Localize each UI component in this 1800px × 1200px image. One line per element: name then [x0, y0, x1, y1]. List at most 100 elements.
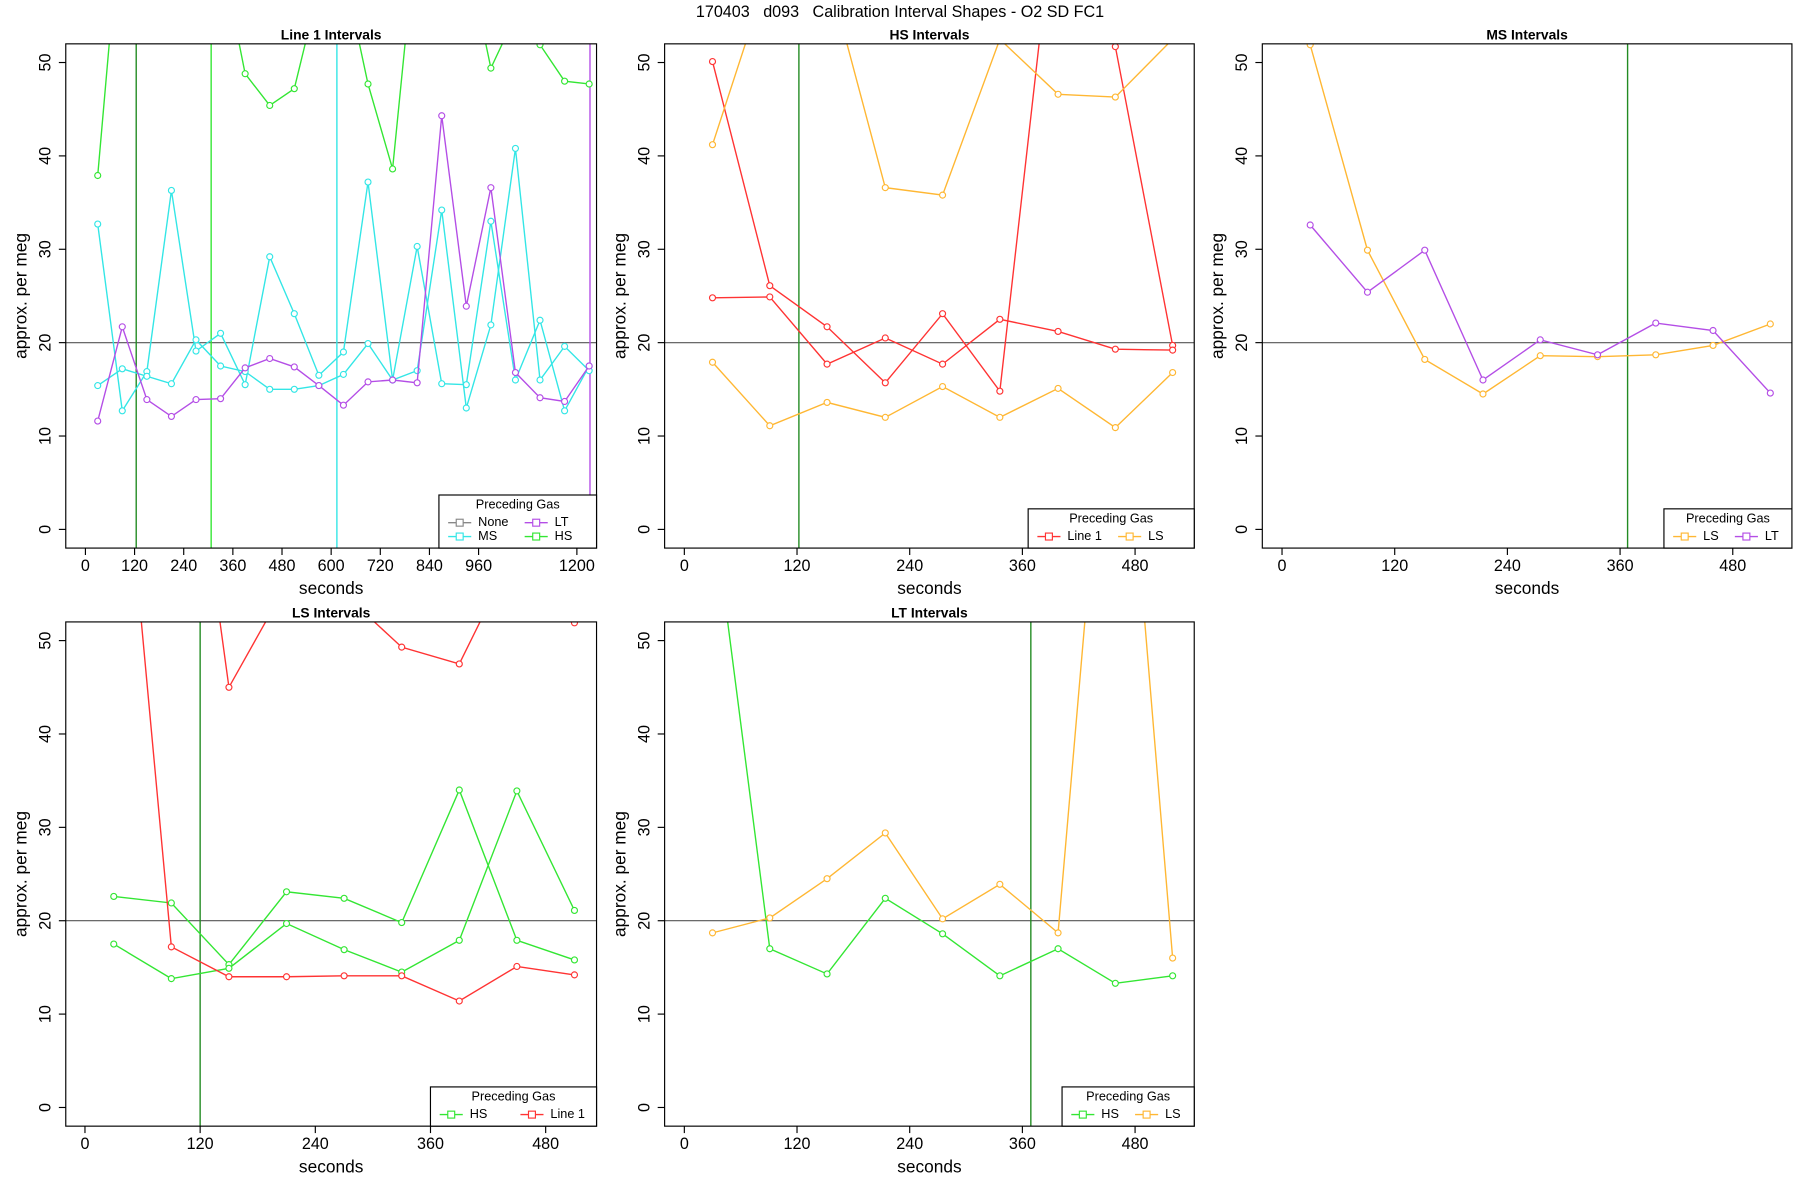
data-point [938, 930, 947, 938]
y-tick-label: 40 [36, 147, 54, 165]
data-point [94, 171, 102, 180]
legend-label: HS [1101, 1107, 1119, 1121]
data-point [823, 970, 831, 978]
data-point [881, 184, 889, 192]
data-point [315, 382, 323, 390]
legend-label: LT [1765, 529, 1779, 543]
data-point [389, 165, 397, 173]
data-point [216, 395, 225, 403]
data-point [167, 943, 175, 951]
data-point [1593, 351, 1602, 359]
panel-title: Line 1 Intervals [281, 26, 382, 42]
panel-title: LT Intervals [891, 605, 968, 621]
legend-label: LS [1165, 1107, 1181, 1121]
y-tick-label: 50 [1233, 54, 1251, 72]
data-point [881, 894, 889, 902]
legend-box [1663, 508, 1793, 549]
legend-title: Preceding Gas [1086, 1090, 1170, 1104]
y-tick-label: 0 [635, 525, 653, 534]
data-point [110, 892, 118, 901]
y-tick-label: 20 [36, 334, 54, 352]
data-point [398, 972, 406, 980]
legend-label: HS [555, 529, 573, 543]
data-point [1536, 336, 1544, 344]
data-point [118, 407, 126, 415]
data-point [570, 956, 579, 964]
legend-label: Line 1 [1067, 529, 1102, 543]
data-point [938, 360, 947, 368]
data-point [1363, 288, 1372, 296]
y-tick-label: 10 [36, 1005, 54, 1023]
legend-label: LS [1703, 529, 1719, 543]
plot-frame [1261, 43, 1793, 549]
x-tick-label: 360 [1607, 557, 1634, 575]
legend-label: Line 1 [550, 1107, 585, 1121]
legend-label: None [478, 515, 508, 529]
data-point [938, 915, 947, 923]
x-axis-label: seconds [299, 1156, 364, 1176]
plot-frame [664, 621, 1195, 1127]
data-point [1111, 979, 1119, 987]
y-tick-label: 20 [635, 334, 653, 352]
x-tick-label: 360 [219, 557, 246, 575]
data-point [192, 347, 200, 355]
data-point [881, 334, 889, 342]
data-point [823, 323, 831, 331]
plot-area [664, 621, 1195, 1127]
legend-label: LT [555, 515, 569, 529]
data-point [1054, 384, 1062, 392]
x-axis-label: seconds [897, 578, 962, 598]
data-point [216, 362, 225, 370]
data-point [1111, 43, 1119, 51]
data-point [266, 354, 274, 363]
y-tick-label: 50 [635, 632, 653, 650]
y-tick-label: 40 [635, 725, 653, 743]
data-point [513, 962, 521, 971]
x-tick-label: 120 [1381, 557, 1408, 575]
legend-box [1027, 508, 1195, 549]
legend: Preceding Gas Line 1 LS [1027, 508, 1195, 549]
data-point [1054, 929, 1062, 937]
y-tick-label: 10 [635, 427, 653, 445]
data-point [511, 376, 520, 384]
data-point [1169, 368, 1177, 377]
data-point [1054, 327, 1062, 336]
data-point [766, 293, 774, 301]
data-point [561, 397, 569, 406]
data-point [996, 315, 1004, 323]
x-tick-label: 600 [318, 557, 345, 575]
y-tick-label: 0 [36, 525, 54, 534]
data-point [585, 362, 593, 370]
legend-title: Preceding Gas [1069, 512, 1153, 526]
data-point [1421, 246, 1429, 254]
y-tick-label: 50 [36, 54, 54, 72]
data-point [266, 253, 274, 261]
x-tick-label: 360 [417, 1135, 444, 1153]
y-tick-label: 40 [36, 725, 54, 743]
legend-marker [1125, 532, 1134, 541]
x-tick-label: 120 [784, 1135, 811, 1153]
x-axis-label: seconds [299, 578, 364, 598]
panel-title: LS Intervals [292, 605, 371, 621]
legend-label: MS [478, 529, 497, 543]
legend-marker [527, 1110, 536, 1119]
legend-marker [455, 518, 464, 527]
x-tick-label: 960 [465, 557, 492, 575]
data-point [1111, 424, 1119, 432]
legend-box [438, 494, 598, 549]
y-tick-label: 20 [635, 912, 653, 930]
data-point [1536, 352, 1544, 360]
y-tick-label: 30 [36, 818, 54, 836]
legend-marker [532, 532, 541, 541]
data-point [225, 973, 233, 981]
data-point [487, 217, 495, 225]
data-point [823, 398, 831, 406]
legend-box [429, 1086, 598, 1127]
y-tick-label: 0 [36, 1103, 54, 1112]
data-point [167, 412, 176, 420]
data-point [398, 643, 406, 651]
data-point [1479, 376, 1487, 384]
y-tick-label: 40 [1233, 147, 1251, 165]
data-point [536, 316, 544, 324]
x-tick-label: 480 [532, 1135, 559, 1153]
